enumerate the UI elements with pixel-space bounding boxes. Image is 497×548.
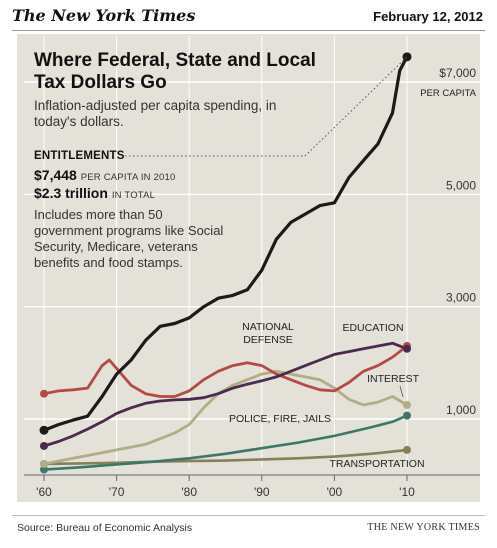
chart-subtitle: Inflation-adjusted per capita spending, … xyxy=(34,98,277,129)
entitlements-leader-line xyxy=(125,56,408,157)
series-end-point xyxy=(402,52,412,62)
top-rule xyxy=(12,30,485,31)
series-line-interest xyxy=(42,369,409,466)
chart-title: Where Federal, State and Local Tax Dolla… xyxy=(34,50,316,93)
masthead: The New York Times xyxy=(12,6,196,25)
bottom-rule xyxy=(12,515,485,516)
series-start-point xyxy=(39,425,49,435)
series-end-point xyxy=(403,411,411,420)
y-tick-label: $7,000 xyxy=(439,66,476,80)
entitlements-total-note: IN TOTAL xyxy=(111,190,156,201)
source-note: Source: Bureau of Economic Analysis xyxy=(17,522,193,534)
entitlements-total-value: $2.3 trillion xyxy=(34,185,108,201)
x-tick-label: '10 xyxy=(399,485,415,499)
y-tick-label: 5,000 xyxy=(446,178,476,192)
entitlements-total: $2.3 trillion IN TOTAL xyxy=(34,185,155,201)
entitlements-per-capita: $7,448 PER CAPITA IN 2010 xyxy=(34,167,176,183)
chart-panel xyxy=(17,34,480,502)
series-line-entitlements xyxy=(42,55,409,432)
series-label: NATIONAL DEFENSE xyxy=(242,321,294,346)
series-line-national-defense xyxy=(42,344,409,398)
x-tick-label: '60 xyxy=(36,485,52,499)
entitlements-heading: ENTITLEMENTS xyxy=(34,150,125,162)
series-start-point xyxy=(40,459,48,468)
series-end-point xyxy=(403,400,411,409)
series-label: POLICE, FIRE, JAILS xyxy=(229,413,331,425)
series-label: EDUCATION xyxy=(342,322,403,334)
series-label: INTEREST xyxy=(367,373,420,385)
series-start-point xyxy=(40,465,48,474)
x-tick-label: '70 xyxy=(109,485,125,499)
interest-leader-line xyxy=(399,385,404,398)
y-tick-label: 3,000 xyxy=(446,291,476,305)
series-line-police-fire-jails xyxy=(42,414,409,471)
credit: THE NEW YORK TIMES xyxy=(367,522,480,533)
x-tick-label: '80 xyxy=(181,485,197,499)
entitlements-per-capita-note: PER CAPITA IN 2010 xyxy=(80,172,176,183)
series-end-point xyxy=(403,344,411,353)
entitlements-per-capita-value: $7,448 xyxy=(34,167,77,183)
y-tick-label: 1,000 xyxy=(446,403,476,417)
x-tick-label: '90 xyxy=(254,485,270,499)
series-end-point xyxy=(403,445,411,454)
y-unit-label: PER CAPITA xyxy=(420,88,476,99)
series-line-education xyxy=(42,341,409,448)
entitlements-description: Includes more than 50 government program… xyxy=(34,207,224,270)
date: February 12, 2012 xyxy=(373,9,483,24)
series-label: TRANSPORTATION xyxy=(329,458,424,470)
x-tick-label: '00 xyxy=(327,485,343,499)
series-start-point xyxy=(40,441,48,450)
series-line-transportation xyxy=(42,448,409,466)
series-start-point xyxy=(40,389,48,398)
